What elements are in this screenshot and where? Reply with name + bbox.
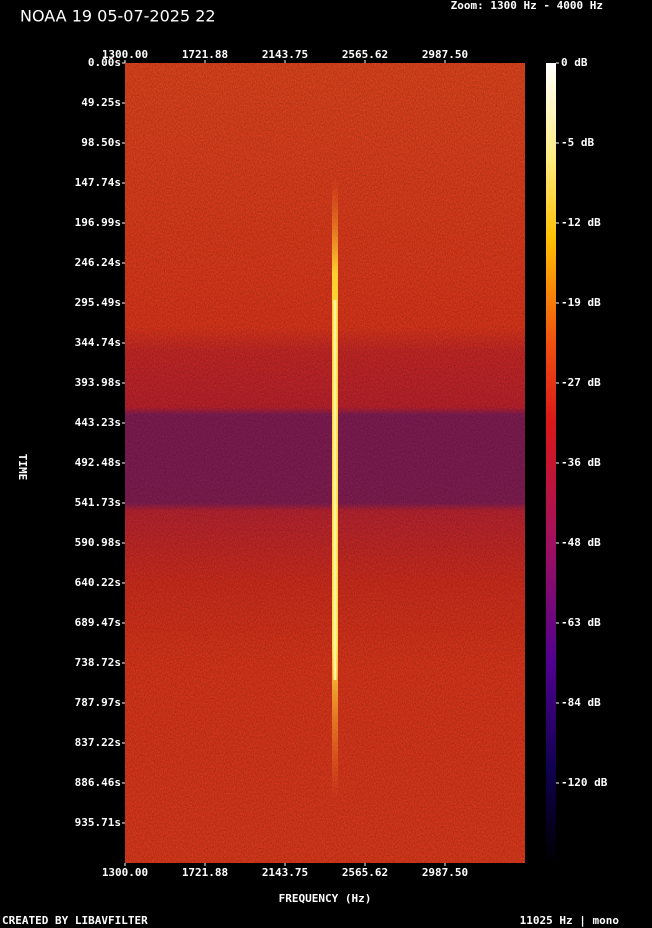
colorbar-tick-label: -5 dB [561, 136, 594, 149]
y-tick-label: 0.00s [88, 56, 121, 69]
y-tick-label: 246.24s [75, 256, 121, 269]
colorbar-tick-label: -19 dB [561, 296, 601, 309]
x-tick-label-bottom: 1300.00 [102, 866, 148, 879]
x-tick-label-bottom: 2143.75 [262, 866, 308, 879]
y-tick-label: 886.46s [75, 776, 121, 789]
x-tick-label-top: 1721.88 [182, 48, 228, 61]
colorbar-tick-label: -84 dB [561, 696, 601, 709]
colorbar-tick-label: -120 dB [561, 776, 608, 789]
y-tick-label: 689.47s [75, 616, 121, 629]
subtitle: Zoom: 1300 Hz - 4000 Hz [451, 0, 603, 12]
y-tick-label: 344.74s [75, 336, 121, 349]
title: NOAA 19 05-07-2025 22 [20, 7, 216, 26]
footer-left: CREATED BY LIBAVFILTER [2, 914, 148, 927]
y-tick-label: 196.99s [75, 216, 121, 229]
y-tick-label: 295.49s [75, 296, 121, 309]
y-axis-label: TIME [16, 454, 29, 481]
x-tick-label-top: 2143.75 [262, 48, 308, 61]
y-tick-label: 640.22s [75, 576, 121, 589]
y-tick-label: 787.97s [75, 696, 121, 709]
colorbar-tick-label: -63 dB [561, 616, 601, 629]
y-tick-label: 837.22s [75, 736, 121, 749]
spectrogram-image [125, 63, 525, 863]
y-tick-label: 492.48s [75, 456, 121, 469]
x-axis-label: FREQUENCY (Hz) [279, 892, 372, 905]
y-tick-label: 98.50s [81, 136, 121, 149]
x-tick-label-bottom: 1721.88 [182, 866, 228, 879]
y-tick-label: 541.73s [75, 496, 121, 509]
x-tick-label-bottom: 2565.62 [342, 866, 388, 879]
x-tick-label-top: 2987.50 [422, 48, 468, 61]
y-tick-label: 49.25s [81, 96, 121, 109]
footer-right: 11025 Hz | mono [520, 914, 620, 927]
y-tick-label: 443.23s [75, 416, 121, 429]
colorbar-tick-label: 0 dB [561, 56, 588, 69]
colorbar [546, 63, 556, 863]
colorbar-tick-label: -36 dB [561, 456, 601, 469]
y-tick-label: 393.98s [75, 376, 121, 389]
x-tick-label-top: 1300.00 [102, 48, 148, 61]
x-tick-label-bottom: 2987.50 [422, 866, 468, 879]
y-tick-label: 935.71s [75, 816, 121, 829]
x-tick-label-top: 2565.62 [342, 48, 388, 61]
colorbar-tick-label: -48 dB [561, 536, 601, 549]
colorbar-tick-label: -27 dB [561, 376, 601, 389]
colorbar-tick-label: -12 dB [561, 216, 601, 229]
y-tick-label: 590.98s [75, 536, 121, 549]
y-tick-label: 147.74s [75, 176, 121, 189]
y-tick-label: 738.72s [75, 656, 121, 669]
